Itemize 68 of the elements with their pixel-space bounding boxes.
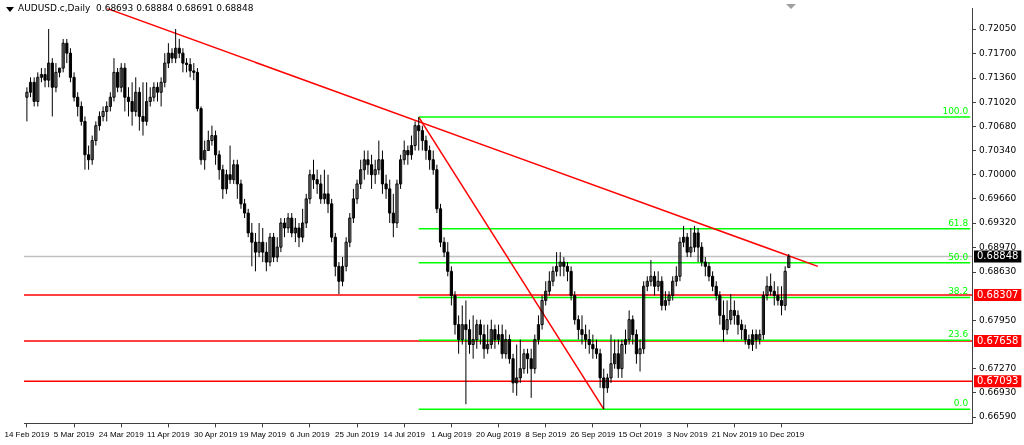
candlestick — [750, 329, 755, 352]
x-tick-label: 30 Apr 2019 — [193, 430, 238, 440]
y-tick-label: 0.66590 — [979, 411, 1017, 422]
x-tick-label: 24 Mar 2019 — [98, 430, 145, 440]
candlestick — [47, 28, 51, 88]
x-tick-label: 5 Mar 2019 — [53, 430, 95, 440]
y-tick-label: 0.67270 — [979, 363, 1017, 374]
candlestick — [504, 329, 508, 360]
candlestick — [518, 339, 522, 384]
ref-line-label: 0.68848 — [977, 250, 1019, 262]
candlestick — [471, 314, 475, 360]
candlestick — [293, 217, 297, 243]
y-tick-label: 0.70680 — [979, 120, 1017, 131]
y-tick-label: 0.70340 — [979, 144, 1017, 155]
y-tick-label: 0.67950 — [979, 314, 1017, 325]
candlestick — [558, 251, 562, 277]
candlestick — [689, 227, 693, 258]
candlestick — [105, 100, 109, 122]
candlestick — [486, 324, 490, 355]
y-tick-label: 0.70000 — [979, 169, 1017, 180]
y-tick-label: 0.71700 — [979, 48, 1017, 59]
x-tick-label: 14 Feb 2019 — [4, 430, 50, 440]
y-tick-label: 0.66930 — [979, 387, 1017, 398]
y-tick-label: 0.71360 — [979, 72, 1017, 83]
y-tick-label: 0.68970 — [979, 242, 1017, 253]
candlestick — [489, 319, 493, 350]
x-tick-label: 15 Oct 2019 — [618, 430, 663, 440]
x-tick-label: 1 Aug 2019 — [431, 430, 473, 440]
candlestick — [174, 28, 178, 64]
x-tick-label: 8 Sep 2019 — [525, 430, 567, 440]
x-tick-label: 25 Jun 2019 — [335, 430, 380, 440]
series-label: 38.2 — [948, 286, 969, 297]
x-tick-label: 11 Apr 2019 — [147, 430, 191, 440]
candlestick — [36, 71, 40, 107]
candlestick — [515, 344, 519, 397]
x-tick-label: 10 Dec 2019 — [758, 430, 805, 440]
candlestick — [286, 212, 290, 234]
series-label: 23.6 — [948, 329, 969, 340]
candlestick — [152, 81, 156, 102]
candlestick — [671, 275, 675, 301]
candlestick — [362, 150, 366, 181]
chart-title: AUDUSD.c,Daily 0.68693 0.68884 0.68691 0.68848 — [18, 3, 254, 13]
candlestick — [268, 232, 272, 267]
y-tick-label: 0.69320 — [979, 217, 1017, 228]
x-tick-label: 3 Nov 2019 — [666, 430, 709, 440]
ref-line-label: 0.67658 — [977, 334, 1019, 346]
y-tick-label: 0.68630 — [979, 266, 1017, 277]
y-tick-label: 0.71020 — [979, 96, 1017, 107]
x-tick-label: 14 Jul 2019 — [383, 430, 426, 440]
x-tick-label: 19 May 2019 — [239, 430, 287, 440]
series-label: 0.0 — [953, 398, 969, 409]
ref-line-label: 0.68307 — [977, 288, 1019, 300]
candlestick — [322, 169, 326, 205]
y-tick-label: 0.72050 — [979, 23, 1017, 34]
candlestick — [54, 62, 58, 93]
x-tick-label: 20 Aug 2019 — [476, 430, 522, 440]
candlestick — [692, 225, 697, 253]
y-tick-label: 0.69660 — [979, 193, 1017, 204]
candlestick — [61, 38, 65, 73]
series-label: 61.8 — [948, 217, 969, 228]
candlestick — [649, 259, 653, 287]
series-label: 100.0 — [942, 105, 969, 116]
x-tick-label: 21 Nov 2019 — [711, 430, 758, 440]
x-tick-label: 6 Jun 2019 — [290, 430, 331, 440]
ref-line-label: 0.67093 — [977, 374, 1019, 386]
x-tick-label: 26 Sep 2019 — [570, 430, 617, 440]
candlestick — [257, 222, 261, 258]
series-label: 50.0 — [948, 251, 969, 262]
